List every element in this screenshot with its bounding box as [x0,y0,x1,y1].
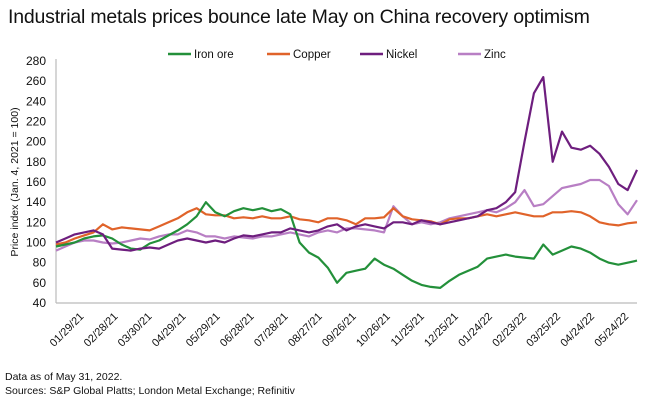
chart-title: Industrial metals prices bounce late May… [8,6,590,28]
x-tick-label: 04/29/21 [150,311,189,350]
x-tick-label: 12/25/21 [422,311,461,350]
x-tick-label: 11/25/21 [389,311,427,349]
y-axis-label: Price index (Jan. 4, 2021 = 100) [9,107,21,256]
x-tick-label: 02/28/21 [82,311,121,350]
y-axis: 40 60 80 100 120 140 160 180 200 220 240 260 280 [26,54,57,310]
y-tick-label: 180 [26,155,46,169]
x-tick-label: 07/28/21 [252,311,291,350]
series-line-nickel [55,75,638,252]
x-tick-label: 05/24/22 [592,311,631,350]
y-tick-label: 140 [26,195,46,209]
legend: Iron ore Copper Nickel Zinc [168,49,506,61]
x-tick-label: 01/29/21 [48,311,87,350]
x-tick-label: 03/25/22 [524,311,563,350]
x-tick-label: 02/23/22 [490,311,529,350]
series-group [55,75,638,289]
legend-label-iron-ore: Iron ore [194,49,234,61]
y-tick-label: 160 [26,175,46,189]
x-tick-label: 09/26/21 [320,311,359,350]
series-line-iron-ore [55,201,638,289]
y-tick-label: 100 [26,236,46,250]
y-tick-label: 120 [26,215,46,229]
footnote-sources: Sources: S&P Global Platts; London Metal… [5,385,295,397]
x-tick-label: 08/27/21 [286,311,325,350]
x-tick-label: 03/30/21 [116,311,155,350]
y-tick-label: 200 [26,135,46,149]
y-tick-label: 280 [26,54,46,68]
footnote-date: Data as of May 31, 2022. [5,371,123,383]
y-tick-label: 80 [33,256,47,270]
y-tick-label: 40 [33,296,47,310]
y-tick-label: 240 [26,94,46,108]
y-tick-label: 220 [26,115,46,129]
x-tick-label: 06/28/21 [218,311,257,350]
series-line-zinc [55,178,638,252]
legend-label-zinc: Zinc [484,49,506,61]
legend-label-nickel: Nickel [386,49,417,61]
x-tick-label: 04/24/22 [558,311,597,350]
legend-label-copper: Copper [293,49,331,61]
x-tick-label: 10/26/21 [354,311,393,350]
series-line-copper [55,207,638,246]
y-tick-label: 260 [26,74,46,88]
x-tick-label: 01/24/22 [456,311,495,350]
y-tick-label: 60 [33,276,47,290]
x-axis: 01/29/2102/28/2103/30/2104/29/2105/29/21… [48,302,637,350]
x-tick-label: 05/29/21 [184,311,223,350]
